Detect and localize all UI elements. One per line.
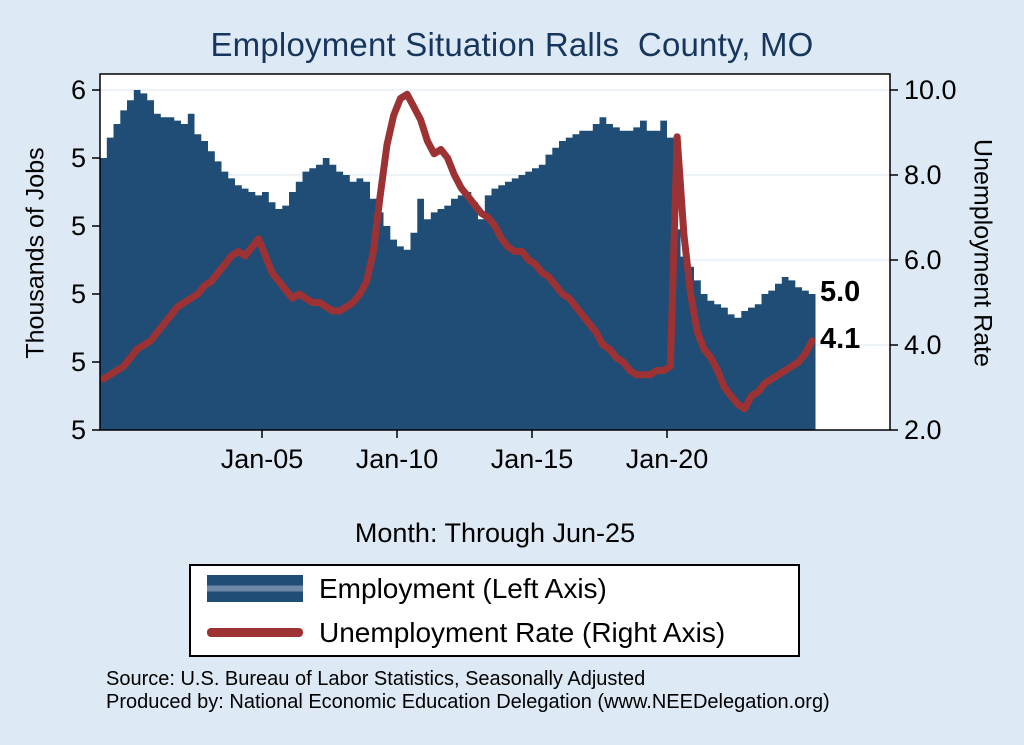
y-left-tick-label: 5 <box>71 415 86 445</box>
legend: Employment (Left Axis) Unemployment Rate… <box>189 564 800 657</box>
chart-title: Employment Situation Ralls County, MO <box>210 26 814 63</box>
x-tick-label: Jan-20 <box>626 444 709 474</box>
y-left-tick-label: 5 <box>71 143 86 173</box>
y-right-tick-label: 8.0 <box>904 160 942 190</box>
y-left-tick-label: 5 <box>71 347 86 377</box>
x-tick-label: Jan-15 <box>491 444 574 474</box>
y-right-tick-label: 6.0 <box>904 245 942 275</box>
y-right-tick-label: 10.0 <box>904 75 957 105</box>
unemployment-line-swatch <box>207 628 303 637</box>
unemployment-line <box>99 90 816 413</box>
legend-label-employment: Employment (Left Axis) <box>319 572 607 604</box>
source-text: Source: U.S. Bureau of Labor Statistics,… <box>106 668 646 690</box>
legend-item-employment: Employment (Left Axis) <box>207 573 798 605</box>
x-tick-label: Jan-10 <box>356 444 439 474</box>
plot-border <box>99 73 891 431</box>
x-tick-label: Jan-05 <box>221 444 304 474</box>
unemployment-last-value: 4.1 <box>820 322 861 355</box>
y-left-tick-label: 6 <box>71 75 86 105</box>
employment-area-swatch <box>207 575 303 602</box>
legend-label-unemployment: Unemployment Rate (Right Axis) <box>319 616 726 648</box>
y-right-tick-label: 4.0 <box>904 330 942 360</box>
legend-item-unemployment: Unemployment Rate (Right Axis) <box>207 617 798 649</box>
x-axis-title: Month: Through Jun-25 <box>354 518 636 548</box>
y-left-axis-title: Thousands of Jobs <box>21 147 50 359</box>
y-right-tick-label: 2.0 <box>904 415 942 445</box>
y-right-axis-title: Unemployment Rate <box>968 139 997 367</box>
y-left-tick-label: 5 <box>71 279 86 309</box>
employment-last-value: 5.0 <box>820 276 861 308</box>
y-left-tick-label: 5 <box>71 211 86 241</box>
employment-area <box>100 90 816 430</box>
produced-by-text: Produced by: National Economic Education… <box>106 691 830 713</box>
